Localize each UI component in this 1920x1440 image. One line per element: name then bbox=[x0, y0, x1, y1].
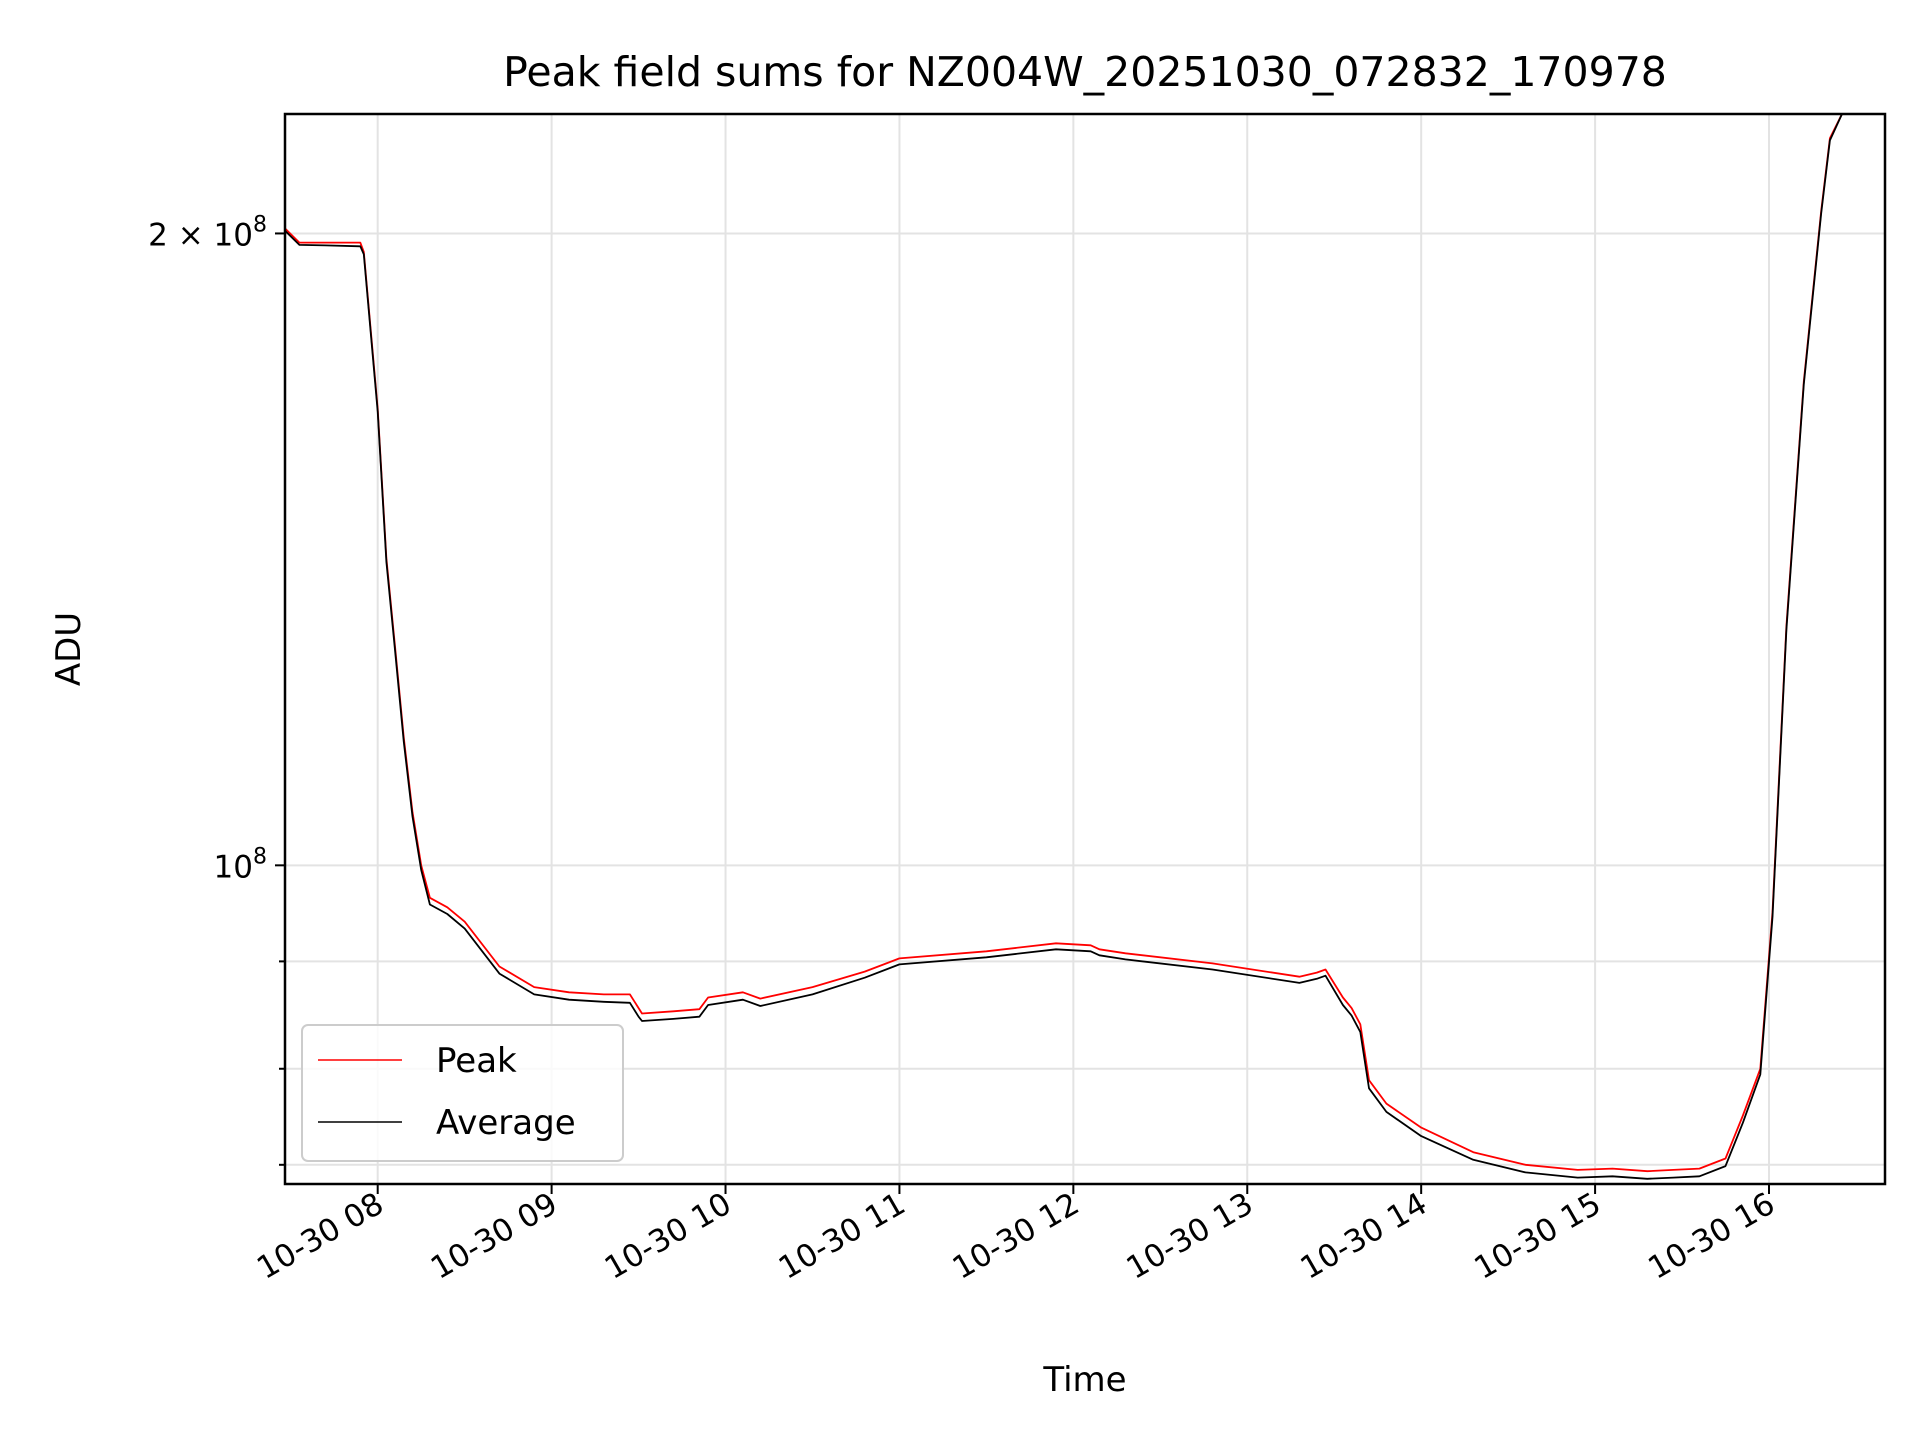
y-axis-label: ADU bbox=[49, 612, 89, 686]
series-line-peak bbox=[285, 114, 1885, 1173]
plot-area-frame bbox=[283, 112, 1887, 1186]
legend-label-average: Average bbox=[436, 1103, 576, 1143]
chart-title: Peak field sums for NZ004W_20251030_0728… bbox=[503, 48, 1667, 96]
grid-layer bbox=[285, 114, 1885, 1184]
legend-label-peak: Peak bbox=[436, 1041, 517, 1081]
legend: Peak Average bbox=[301, 1024, 624, 1162]
x-axis-label: Time bbox=[1042, 1360, 1126, 1400]
series-line-average bbox=[285, 114, 1885, 1180]
series-layer bbox=[285, 114, 1885, 1180]
y-tick-label: 108 bbox=[214, 844, 267, 885]
y-tick-label: 2 × 108 bbox=[148, 212, 267, 253]
legend-box bbox=[301, 1024, 624, 1162]
y-axis-ticks: 2 × 108 108 bbox=[148, 212, 285, 1166]
